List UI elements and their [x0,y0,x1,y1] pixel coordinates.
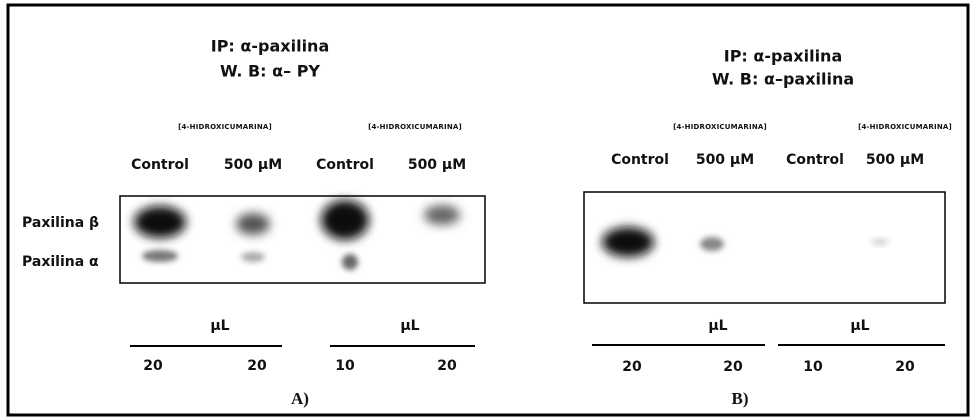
panel-label: B) [732,389,749,408]
volume-label: 20 [622,359,642,375]
volume-label: 10 [803,359,823,375]
volume-label: 10 [335,358,355,374]
column-label: Control [131,157,189,173]
blot-b [583,191,946,304]
row-label: Paxilina β [22,215,99,231]
column-label: 500 µM [696,152,754,168]
panel-title: W. B: α– PY [220,62,320,81]
column-label: 500 µM [408,157,466,173]
panel-title: IP: α-paxilina [211,37,330,56]
treatment-label: [4-HIDROXICUMARINA] [673,123,767,131]
unit-label: µL [400,318,419,334]
treatment-label: [4-HIDROXICUMARINA] [368,123,462,131]
volume-label: 20 [723,359,743,375]
column-label: Control [611,152,669,168]
figure-border [6,3,970,417]
panel-title: IP: α-paxilina [724,47,843,66]
treatment-label: [4-HIDROXICUMARINA] [858,123,952,131]
column-label: Control [786,152,844,168]
panel-label: A) [291,389,309,408]
unit-label: µL [210,318,229,334]
volume-lines [130,344,945,347]
unit-label: µL [708,318,727,334]
volume-label: 20 [143,358,163,374]
column-label: 500 µM [224,157,282,173]
column-label: Control [316,157,374,173]
row-label: Paxilina α [22,254,99,270]
volume-label: 20 [247,358,267,374]
blot-a [119,195,486,284]
panel-title: W. B: α–paxilina [712,70,854,89]
column-label: 500 µM [866,152,924,168]
treatment-label: [4-HIDROXICUMARINA] [178,123,272,131]
unit-label: µL [850,318,869,334]
volume-label: 20 [895,359,915,375]
volume-label: 20 [437,358,457,374]
